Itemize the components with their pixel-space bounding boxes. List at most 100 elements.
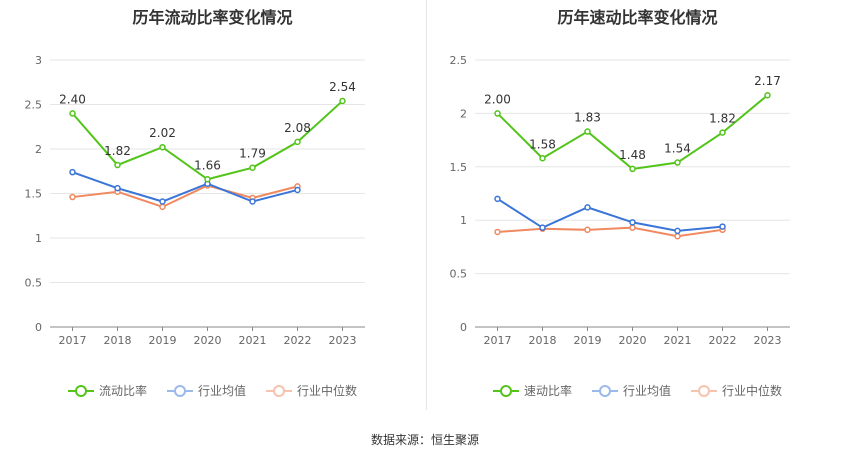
data-point [584,204,591,211]
x-tick-label: 2019 [574,334,602,347]
legend-item-series-3[interactable]: 行业中位数 [691,382,782,399]
line-marker-icon [166,384,193,398]
line-marker-icon [492,384,519,398]
legend-item-series-2[interactable]: 行业均值 [166,382,246,399]
y-tick-label: 0 [460,321,467,334]
legend-label: 流动比率 [98,384,147,398]
data-point [494,195,501,203]
series-line [72,184,298,208]
line-marker-icon [691,384,717,398]
panel-divider [426,0,427,410]
data-source: 数据来源：恒生聚源 [370,433,479,447]
current-ratio-chart: 0 0.5 1 1.5 2 2.5 3 2017 2018 2019 2020 2021 2022 202… [25,54,365,347]
y-tick-label: 2 [460,107,467,120]
y-tick-label: 1 [460,214,467,227]
line-marker-icon [67,384,94,398]
data-label: 2.02 [149,126,176,140]
quick-ratio-chart: 0 0.5 1 1.5 2 2.5 2017 2018 2019 2020 2021 2022 2023… [450,54,790,347]
y-tick-label: 0.5 [450,268,468,281]
x-tick-label: 2021 [664,334,692,347]
data-point [719,129,726,136]
data-point [294,186,301,194]
x-tick-label: 2022 [284,334,312,347]
data-label: 1.82 [104,144,131,158]
x-tick-label: 2021 [239,334,267,347]
legend-label: 行业均值 [622,384,671,398]
legend-label: 速动比率 [523,384,572,398]
x-tick-label: 2023 [754,334,782,347]
y-tick-label: 0 [35,321,42,334]
legend-item-series-1[interactable]: 速动比率 [492,382,572,399]
y-tick-label: 1 [35,232,42,245]
data-point [539,224,546,231]
data-label: 1.83 [574,111,601,125]
data-point [584,226,591,234]
x-tick-label: 2019 [149,334,177,347]
legend-label: 行业中位数 [722,384,783,398]
data-point [159,198,166,205]
legend-label: 行业中位数 [297,384,358,398]
y-tick-label: 0.5 [25,277,43,290]
chart-title: 历年速动比率变化情况 [557,8,718,27]
data-point [629,224,636,231]
data-point [629,165,636,173]
data-point [719,223,726,230]
legend-item-series-2[interactable]: 行业均值 [591,382,671,399]
data-label: 1.66 [194,158,221,172]
data-label: 1.58 [529,137,556,151]
y-tick-label: 2 [35,143,42,156]
data-point [674,159,681,166]
series-line [496,197,723,232]
data-point [204,176,211,183]
x-tick-label: 2023 [329,334,357,347]
data-point [114,161,121,169]
data-point [159,203,166,211]
y-tick-label: 2.5 [25,99,43,112]
data-label: 1.82 [709,112,736,126]
y-tick-label: 3 [35,54,42,67]
data-point [494,228,501,236]
data-label: 2.00 [484,92,511,106]
y-tick-label: 1.5 [450,161,468,174]
data-point [114,184,121,192]
x-tick-label: 2018 [104,334,132,347]
data-label: 1.79 [239,147,266,161]
data-point [539,155,546,162]
x-tick-label: 2020 [619,334,647,347]
data-point [249,198,256,205]
line-marker-icon [591,384,618,398]
legend-item-series-1[interactable]: 流动比率 [67,382,147,399]
x-tick-label: 2018 [529,334,557,347]
data-point [69,193,76,201]
data-point [69,110,76,117]
y-tick-label: 1.5 [25,188,43,201]
data-label: 2.40 [59,92,86,106]
quick-ratio-panel: 历年速动比率变化情况 0 0.5 1 1.5 2 2.5 2017 2018 2019 2020 2… [425,0,850,420]
data-label: 1.54 [664,142,691,156]
data-label: 1.48 [619,148,646,162]
legend-item-series-3[interactable]: 行业中位数 [266,382,357,399]
data-label: 2.08 [284,121,311,135]
data-label: 2.17 [754,74,781,88]
legend: 流动比率 行业均值 行业中位数 [0,382,425,399]
data-point [584,128,591,135]
y-tick-label: 2.5 [450,54,468,67]
series-line [497,226,723,238]
data-point [159,143,166,151]
data-point [764,91,771,99]
data-point [674,227,681,235]
series-line [72,171,298,203]
chart-title: 历年流动比率变化情况 [132,8,293,27]
data-label: 2.54 [329,80,356,94]
x-tick-label: 2017 [59,334,87,347]
data-point [629,219,636,226]
legend-label: 行业均值 [197,384,246,398]
data-point [674,232,681,240]
line-marker-icon [266,384,292,398]
data-point [339,97,346,105]
legend: 速动比率 行业均值 行业中位数 [425,382,850,399]
data-point [249,164,256,171]
data-point [494,110,501,117]
data-point [69,168,76,176]
current-ratio-panel: 历年流动比率变化情况 0 0.5 1 1.5 2 2.5 3 2017 2018 2019 2020… [0,0,425,420]
